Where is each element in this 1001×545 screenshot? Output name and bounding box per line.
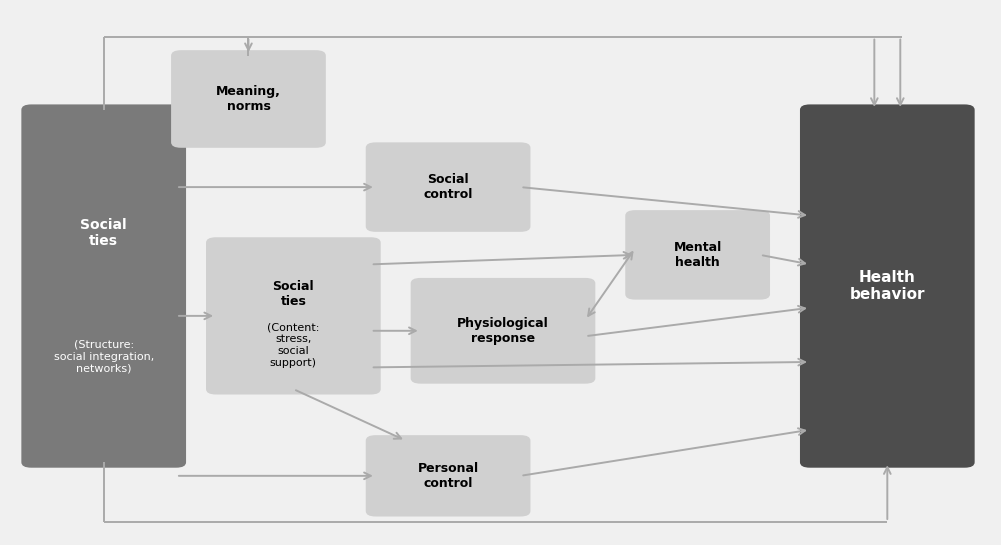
- Text: Social
control: Social control: [423, 173, 472, 201]
- Text: Personal
control: Personal control: [417, 462, 478, 490]
- Text: (Structure:
social integration,
networks): (Structure: social integration, networks…: [54, 340, 154, 373]
- Text: Health
behavior: Health behavior: [850, 270, 925, 302]
- FancyBboxPatch shape: [206, 237, 380, 395]
- FancyBboxPatch shape: [365, 435, 531, 517]
- FancyBboxPatch shape: [800, 105, 975, 468]
- Text: (Content:
stress,
social
support): (Content: stress, social support): [267, 323, 319, 367]
- Text: Social
ties: Social ties: [80, 218, 127, 249]
- FancyBboxPatch shape: [171, 50, 325, 148]
- FancyBboxPatch shape: [410, 278, 596, 384]
- Text: Social
ties: Social ties: [272, 280, 314, 308]
- Text: Physiological
response: Physiological response: [457, 317, 549, 345]
- FancyBboxPatch shape: [365, 142, 531, 232]
- Text: Mental
health: Mental health: [674, 241, 722, 269]
- FancyBboxPatch shape: [21, 105, 186, 468]
- Text: Meaning,
norms: Meaning, norms: [216, 85, 281, 113]
- FancyBboxPatch shape: [626, 210, 770, 300]
